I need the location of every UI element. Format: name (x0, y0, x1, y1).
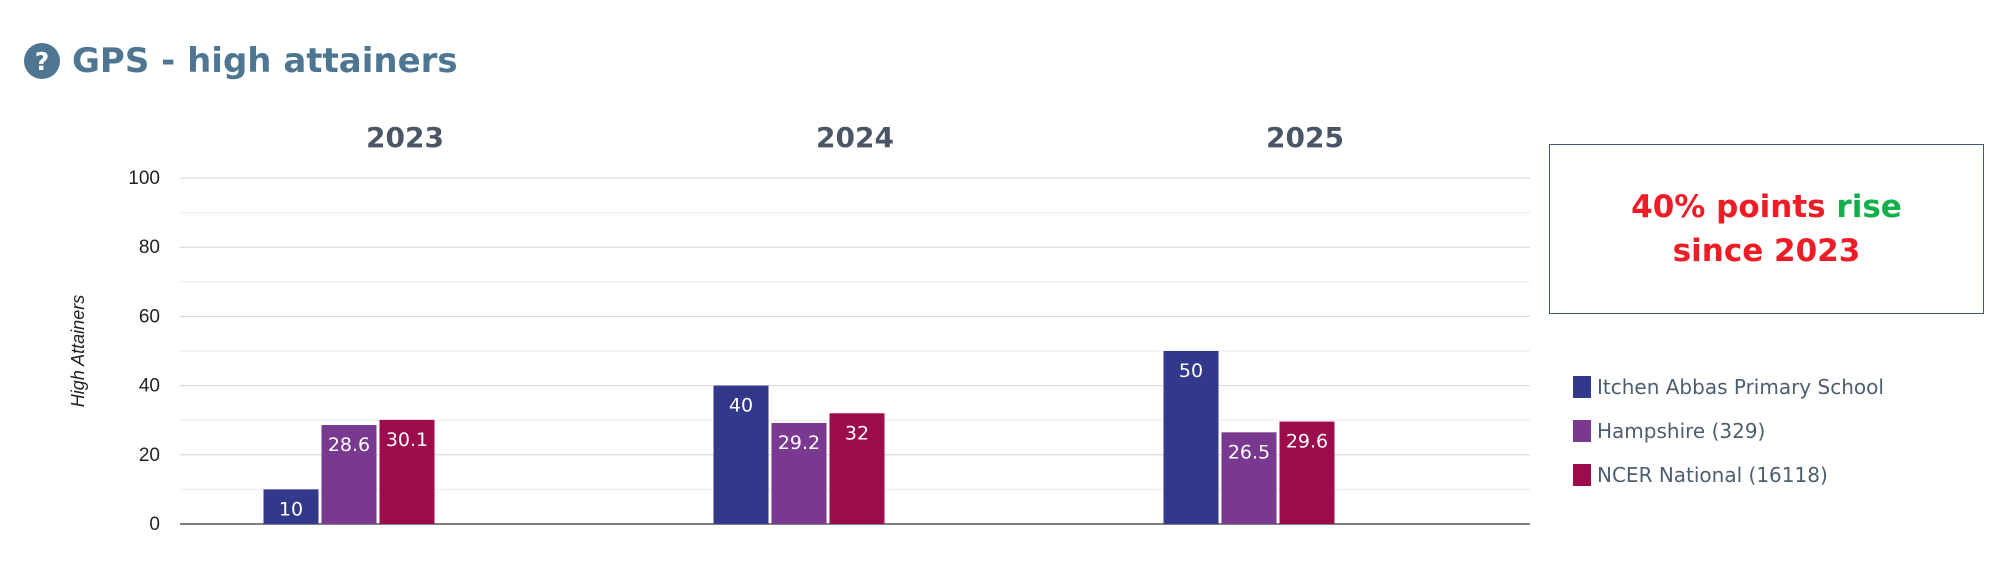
y-tick-label: 60 (139, 306, 160, 327)
bar-value-label: 28.6 (328, 434, 370, 456)
y-tick-label: 40 (139, 376, 160, 397)
bar-value-label: 10 (279, 498, 303, 520)
bar (713, 385, 769, 524)
legend-swatch (1573, 420, 1591, 442)
bar (379, 419, 435, 524)
callout-text-end: since 2023 (1672, 233, 1861, 269)
chart-header: ? GPS - high attainers (24, 34, 458, 88)
y-tick-label: 100 (128, 168, 160, 189)
bar (1163, 351, 1219, 524)
bar-value-label: 26.5 (1228, 441, 1270, 463)
bar-value-label: 30.1 (386, 429, 428, 451)
y-tick-label: 0 (149, 514, 160, 535)
legend-label: Hampshire (329) (1597, 419, 1766, 443)
category-label: 2024 (816, 121, 894, 154)
question-circle-icon[interactable]: ? (24, 43, 60, 79)
page-title: GPS - high attainers (72, 41, 458, 81)
bar-value-label: 29.6 (1286, 431, 1328, 453)
category-label: 2025 (1266, 121, 1344, 154)
bar (321, 425, 377, 524)
chart-legend: Itchen Abbas Primary School Hampshire (32… (1573, 365, 1884, 497)
legend-label: NCER National (16118) (1597, 463, 1828, 487)
bar (1279, 421, 1335, 524)
bar (1221, 432, 1277, 524)
callout-text-rise: rise (1836, 189, 1902, 225)
y-axis-label: High Attainers (68, 295, 88, 407)
bar (829, 413, 885, 524)
legend-swatch (1573, 464, 1591, 486)
legend-item[interactable]: NCER National (16118) (1573, 453, 1884, 497)
legend-label: Itchen Abbas Primary School (1597, 375, 1884, 399)
y-tick-label: 80 (139, 237, 160, 258)
callout-box: 40% points rise since 2023 (1549, 144, 1984, 314)
bar-value-label: 50 (1179, 360, 1203, 382)
callout-text-start: 40% points (1631, 189, 1826, 225)
legend-item[interactable]: Hampshire (329) (1573, 409, 1884, 453)
category-label: 2023 (366, 121, 444, 154)
legend-swatch (1573, 376, 1591, 398)
bar (771, 422, 827, 524)
bar-value-label: 40 (729, 395, 753, 417)
bar-value-label: 32 (845, 422, 869, 444)
bar-value-label: 29.2 (778, 432, 820, 454)
bar (263, 489, 319, 524)
legend-item[interactable]: Itchen Abbas Primary School (1573, 365, 1884, 409)
y-tick-label: 20 (139, 445, 160, 466)
